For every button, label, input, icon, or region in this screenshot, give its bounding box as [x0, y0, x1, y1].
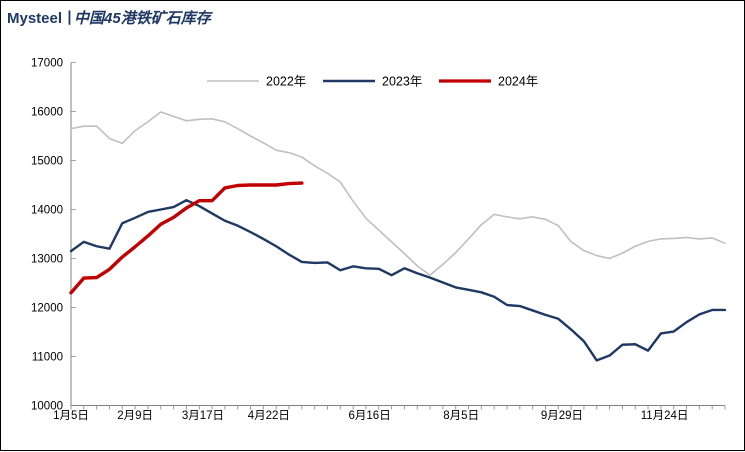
svg-text:2月9日: 2月9日 [117, 410, 153, 422]
svg-text:13000: 13000 [31, 254, 63, 266]
svg-text:4月22日: 4月22日 [248, 410, 290, 422]
svg-text:17000: 17000 [31, 58, 63, 70]
svg-text:16000: 16000 [31, 107, 63, 119]
svg-text:3月17日: 3月17日 [182, 410, 224, 422]
svg-text:2024年: 2024年 [498, 75, 538, 89]
svg-text:1月5日: 1月5日 [53, 410, 89, 422]
svg-text:9月29日: 9月29日 [541, 410, 583, 422]
svg-text:15000: 15000 [31, 156, 63, 168]
svg-text:2022年: 2022年 [266, 75, 306, 89]
svg-text:8月5日: 8月5日 [443, 410, 479, 422]
svg-text:14000: 14000 [31, 205, 63, 217]
svg-text:2023年: 2023年 [382, 75, 422, 89]
svg-text:11月24日: 11月24日 [641, 410, 689, 422]
svg-text:12000: 12000 [31, 303, 63, 315]
svg-text:6月16日: 6月16日 [349, 410, 391, 422]
svg-text:11000: 11000 [32, 352, 63, 364]
